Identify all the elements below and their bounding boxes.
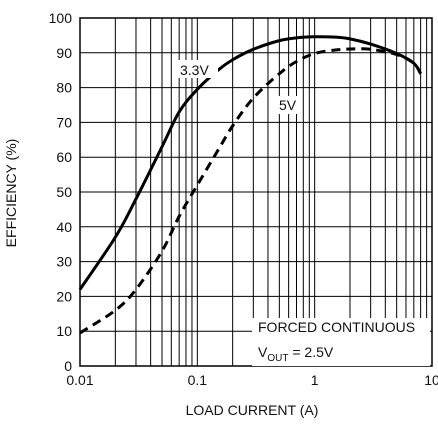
series-label-3v3: 3.3V	[180, 62, 209, 78]
tick-labels: 0 10 20 30 40 50 60 70 80 90 100 0.01 0.1 1 10	[49, 10, 438, 388]
series-line-3-3v	[78, 35, 422, 291]
y-tick-label: 10	[56, 323, 72, 339]
x-tick-label: 10	[424, 372, 438, 388]
series-lines	[78, 35, 422, 335]
y-tick-label: 70	[56, 114, 72, 130]
annotation-background	[252, 318, 430, 366]
condition-vout: VOUT = 2.5V	[258, 344, 334, 364]
grid	[79, 17, 433, 367]
y-tick-label: 0	[64, 358, 72, 374]
y-tick-label: 30	[56, 254, 72, 270]
y-tick-label: 60	[56, 149, 72, 165]
x-tick-label: 1	[311, 372, 319, 388]
x-axis-title: LOAD CURRENT (A)	[186, 402, 319, 418]
y-tick-label: 80	[56, 80, 72, 96]
x-tick-label: 0.01	[66, 372, 93, 388]
y-tick-label: 90	[56, 45, 72, 61]
series-line-5v	[79, 47, 422, 335]
series-label-5v: 5V	[279, 97, 297, 113]
condition-forced-continuous: FORCED CONTINUOUS	[258, 319, 415, 335]
y-axis-title: EFFICIENCY (%)	[3, 139, 19, 248]
y-tick-label: 20	[56, 288, 72, 304]
y-tick-label: 100	[49, 10, 73, 26]
x-tick-label: 0.1	[188, 372, 208, 388]
y-tick-label: 50	[56, 184, 72, 200]
label-33v-background	[178, 60, 218, 78]
y-tick-label: 40	[56, 219, 72, 235]
label-5v-background	[276, 96, 302, 114]
